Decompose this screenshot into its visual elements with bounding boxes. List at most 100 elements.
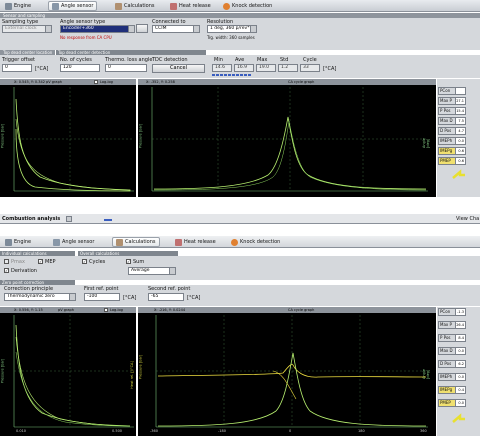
title-dropdown-icon[interactable] — [66, 216, 72, 222]
trigger-offset-label: Trigger offset — [2, 57, 35, 63]
pmax-label: Pmax — [11, 259, 25, 265]
tab-engine[interactable]: Engine — [2, 237, 34, 247]
side-pcon: PCon — [438, 87, 466, 95]
minimize-icon[interactable] — [104, 219, 112, 221]
side-d-pos: D Pos 4.7 — [438, 127, 466, 135]
tab-calculations[interactable]: Calculations — [112, 237, 160, 247]
cancel-button[interactable]: Cancel — [152, 64, 205, 73]
tab-calculations[interactable]: Calculations — [112, 1, 158, 11]
tab-heat-release[interactable]: Heat release — [167, 1, 214, 11]
knock-detection-icon — [231, 238, 238, 246]
tab-engine[interactable]: Engine — [2, 1, 34, 11]
side-d-pos: D Pos 6.2 — [438, 360, 466, 368]
correction-principle-select[interactable]: Thermodynamic zero — [4, 293, 76, 301]
angle-sensor-type-label: Angle sensor type — [60, 19, 106, 25]
second-ref-label: Second ref. point — [148, 286, 191, 292]
tab-angle-sensor[interactable]: Angle sensor — [48, 1, 98, 11]
bottom-pv-chart[interactable]: X: 0.556, Y: 1.15 pV graph Log-log Pressu… — [0, 307, 136, 436]
tab-heat-release[interactable]: Heat release — [172, 237, 219, 247]
bottom-tab-bar: Engine Angle sensor Calculations Heat re… — [0, 236, 480, 248]
ca-xtick-4: 180 — [358, 429, 365, 433]
log-log-checkbox[interactable] — [104, 308, 108, 312]
second-ref-input[interactable]: -65 — [148, 293, 184, 301]
error-message: No response from CA CPU — [60, 35, 112, 40]
stat-ave-value: 16.9 — [234, 64, 254, 72]
side-pmep: PMEP 0.6 — [438, 157, 466, 165]
thermo-loss-label: Thermo. loss angle — [105, 57, 153, 63]
export-arrow-icon[interactable] — [452, 413, 466, 425]
top-ca-chart-header: X: -352, Y: 0.258 CA cycle graph — [138, 79, 436, 85]
sum-checkbox[interactable]: ✓ — [126, 259, 131, 264]
top-pv-chart[interactable]: X: 0.545, Y: 0.342 pV graph Log-log Pres… — [0, 79, 136, 197]
export-arrow-icon[interactable] — [452, 169, 466, 181]
sampling-type-select[interactable]: External clock — [2, 25, 52, 33]
overall-calc-header: Overall calculations — [78, 251, 178, 256]
first-ref-input[interactable]: -100 — [84, 293, 120, 301]
stat-max-label: Max — [257, 57, 268, 63]
correction-principle-label: Correction principle — [4, 286, 54, 292]
tdc-detection-label: TDC detection — [152, 57, 188, 63]
stat-cycle-value: 33 — [300, 64, 320, 72]
side-max-p: Max P 26.4 — [438, 321, 466, 329]
tdc-section-header: Top dead center location — [0, 50, 55, 55]
bottom-ca-plot — [155, 315, 428, 428]
top-ca-plot — [151, 87, 428, 192]
side-pcon: PCon -1.3 — [438, 308, 466, 316]
average-select[interactable]: Average — [128, 267, 176, 275]
log-log-label: Log-log — [110, 308, 123, 312]
pmax-checkbox[interactable] — [4, 259, 9, 264]
bottom-pv-chart-header: X: 0.556, Y: 1.15 pV graph — [0, 307, 136, 313]
chevron-down-icon — [45, 26, 51, 32]
side-p-pos: P Pos 15.4 — [438, 107, 466, 115]
cycles-input[interactable]: 120 — [60, 64, 100, 72]
side-max-d: Max D 7.5 — [438, 117, 466, 125]
tab-knock-detection[interactable]: Knock detection — [228, 237, 283, 247]
tab-angle-sensor[interactable]: Angle sensor — [50, 237, 97, 247]
progress-indicator — [212, 74, 252, 76]
trigger-offset-unit: [°CA] — [35, 66, 49, 72]
bottom-title-bar — [0, 214, 480, 224]
ca-xtick-3: 0 — [289, 429, 292, 433]
stat-cycle-label: Cycle — [303, 57, 317, 63]
trigger-offset-input[interactable]: 0 — [2, 64, 32, 72]
ca-xtick-1: -360 — [150, 429, 158, 433]
log-log-checkbox[interactable] — [94, 80, 98, 84]
side-imepg: IMEPg 0.4 — [438, 386, 466, 394]
mep-checkbox[interactable]: ✓ — [38, 259, 43, 264]
zero-point-header: Zero point correction — [0, 280, 75, 285]
sensor-panel — [0, 18, 480, 50]
tab-knock-detection[interactable]: Knock detection — [220, 1, 275, 11]
resolution-select[interactable]: 1 deg, 360 p/rev* — [207, 25, 257, 33]
top-ca-chart[interactable]: X: -352, Y: 0.258 CA cycle graph Pressure… — [138, 79, 436, 197]
sensor-settings-button[interactable] — [136, 24, 148, 33]
ca-xtick-2: -180 — [218, 429, 226, 433]
individual-calc-header: Individual calculations — [0, 251, 75, 256]
thermo-loss-input[interactable]: 0 — [105, 64, 147, 72]
stat-min-value: 14.6 — [212, 64, 232, 72]
angle-sensor-icon — [52, 2, 59, 10]
view-chart-label[interactable]: View Cha — [456, 216, 480, 222]
top-tab-bar: Engine Angle sensor Calculations Heat re… — [0, 0, 480, 12]
stat-ave-label: Ave — [235, 57, 245, 63]
stat-max-value: 19.0 — [256, 64, 276, 72]
cycles-checkbox[interactable]: ✓ — [82, 259, 87, 264]
connected-to-select[interactable]: CCIM — [152, 25, 200, 33]
bottom-pv-xtick-1: 0.010 — [16, 429, 27, 433]
second-ref-unit: [°CA] — [187, 295, 201, 301]
heat-release-icon — [170, 2, 177, 10]
calculations-icon — [116, 238, 123, 246]
calculations-icon — [115, 2, 122, 10]
heat-release-icon — [175, 238, 182, 246]
zero-point-panel — [0, 285, 480, 306]
chevron-down-icon — [169, 268, 175, 274]
cycles-label: Cycles — [89, 259, 106, 265]
chevron-down-icon — [128, 26, 134, 32]
stat-std-label: Std — [280, 57, 289, 63]
stat-min-label: Min — [214, 57, 223, 63]
derivation-checkbox[interactable]: ✓ — [4, 268, 9, 273]
side-p-pos: P Pos 8.4 — [438, 334, 466, 342]
bottom-ca-chart[interactable]: X: -216, Y: 0.0244 CA cycle graph Pressur… — [130, 307, 436, 436]
top-pv-chart-header: X: 0.545, Y: 0.342 pV graph — [0, 79, 136, 85]
sensor-section-header: Sensor and sampling — [0, 13, 480, 18]
angle-sensor-type-select[interactable]: Encoder+360 — [60, 25, 135, 33]
